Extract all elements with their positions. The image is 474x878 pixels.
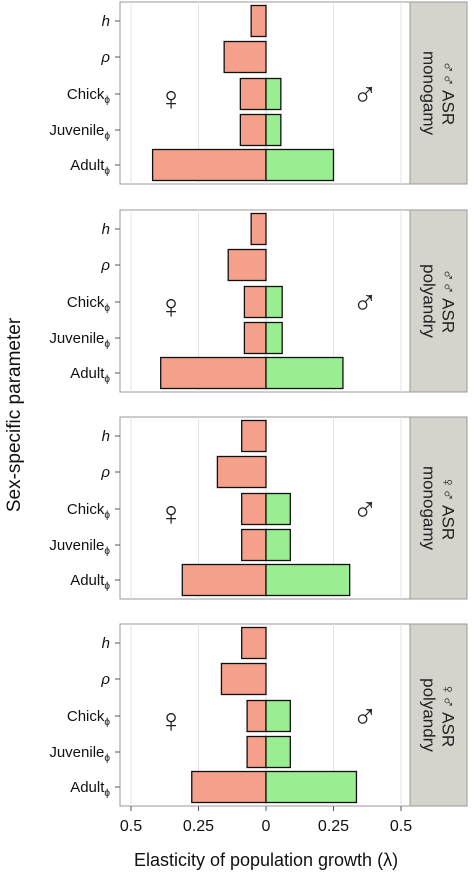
female-bar (241, 419, 267, 453)
y-tick-label: h (102, 635, 110, 652)
male-bar (265, 356, 344, 390)
male-symbol: ♂ (352, 698, 378, 736)
x-tick-label: 0.25 (318, 818, 349, 835)
facet-strip (409, 209, 468, 393)
facet-panel: h ρ Chickϕ Juvenileϕ Adultϕ ♀ ♂ ♀♂ ASRpolyandry (49, 623, 468, 807)
y-tick-label: Chickϕ (67, 501, 111, 521)
facet-strip-label: ♂♂ ASRpolyandry (420, 264, 458, 338)
facet-strip (409, 623, 468, 807)
male-bar (265, 492, 291, 526)
y-tick-label: Chickϕ (67, 86, 111, 106)
y-tick-label: Adultϕ (70, 572, 110, 592)
female-bar (241, 528, 267, 562)
y-tick-label: Juvenileϕ (49, 122, 110, 142)
male-bar (265, 735, 291, 769)
female-bar (243, 285, 267, 319)
male-bar (265, 770, 358, 804)
female-bar (181, 563, 267, 597)
y-tick-label: h (102, 13, 110, 30)
female-bar (151, 148, 267, 182)
x-axis-title: Elasticity of population growth (λ) (134, 850, 398, 870)
y-tick-label: Adultϕ (70, 779, 110, 799)
male-bar (265, 528, 291, 562)
male-symbol: ♂ (352, 76, 378, 114)
y-tick-label: Chickϕ (67, 708, 111, 728)
y-tick-label: Adultϕ (70, 365, 110, 385)
female-bar (250, 4, 267, 38)
female-bar (241, 626, 267, 660)
female-bar (246, 699, 267, 733)
male-bar (265, 699, 291, 733)
y-tick-label: h (102, 221, 110, 238)
male-bar (265, 77, 282, 111)
y-tick-label: Chickϕ (67, 294, 111, 314)
female-bar (220, 662, 267, 696)
y-tick-label: Juvenileϕ (49, 330, 110, 350)
female-bar (250, 212, 267, 246)
facet-strip (409, 416, 468, 600)
male-bar (265, 148, 335, 182)
y-tick-label: Adultϕ (70, 157, 110, 177)
female-bar (191, 770, 267, 804)
female-bar (241, 492, 267, 526)
x-axis: 0.5 0.25 0 0.25 0.5 (120, 806, 412, 835)
facet-strip-label: ♂♂ ASRmonogamy (420, 51, 458, 136)
y-tick-label: Juvenileϕ (49, 744, 110, 764)
female-symbol: ♀ (158, 288, 184, 326)
female-bar (243, 321, 267, 355)
female-bar (160, 356, 267, 390)
female-symbol: ♀ (158, 495, 184, 533)
x-tick-label: 0.5 (120, 818, 142, 835)
male-bar (265, 285, 283, 319)
female-bar (246, 735, 267, 769)
male-bar (265, 321, 283, 355)
y-tick-label: Juvenileϕ (49, 537, 110, 557)
male-symbol: ♂ (352, 284, 378, 322)
female-symbol: ♀ (158, 702, 184, 740)
female-symbol: ♀ (158, 80, 184, 118)
female-bar (239, 77, 267, 111)
y-tick-label: ρ (100, 257, 110, 274)
y-axis-title: Sex-specific parameter (4, 317, 25, 512)
facet-strip-label: ♀♂ ASRpolyandry (420, 678, 458, 752)
y-tick-label: ρ (100, 49, 110, 66)
female-bar (216, 455, 267, 489)
male-symbol: ♂ (352, 491, 378, 529)
facet-panel: h ρ Chickϕ Juvenileϕ Adultϕ ♀ ♂ ♀♂ ASRmonogamy (49, 416, 468, 600)
x-tick-label: 0.5 (390, 818, 412, 835)
male-bar (265, 563, 351, 597)
male-bar (265, 113, 282, 147)
female-bar (227, 248, 267, 282)
x-tick-label: 0 (262, 818, 271, 835)
facet-panel: h ρ Chickϕ Juvenileϕ Adultϕ ♀ ♂ ♂♂ ASRpolyandry (49, 209, 468, 393)
y-tick-label: ρ (100, 464, 110, 481)
facet-strip-label: ♀♂ ASRmonogamy (420, 466, 458, 551)
x-tick-label: 0.25 (183, 818, 214, 835)
facet-panel: h ρ Chickϕ Juvenileϕ Adultϕ ♀ ♂ ♂♂ ASRmonogamy (49, 1, 468, 185)
y-tick-label: h (102, 428, 110, 445)
facet-strip (409, 1, 468, 185)
y-tick-label: ρ (100, 671, 110, 688)
female-bar (223, 40, 267, 74)
female-bar (239, 113, 267, 147)
